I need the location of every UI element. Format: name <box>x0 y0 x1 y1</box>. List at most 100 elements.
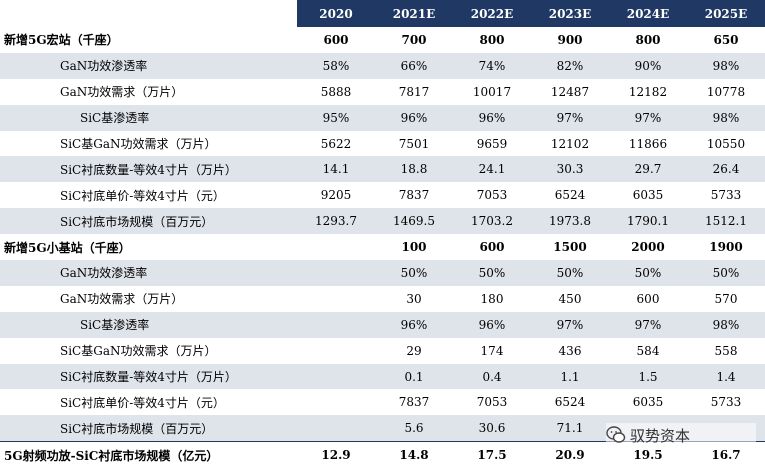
row-value: 82% <box>531 52 609 79</box>
header-year: 2020 <box>297 0 375 27</box>
table-row: GaN功效需求（万片） 5888 7817 10017 12487 12182 10778 <box>0 78 765 105</box>
row-value: 96% <box>375 104 453 131</box>
header-year: 2022E <box>453 0 531 27</box>
row-value: 436 <box>531 337 609 364</box>
table-row: 5G射频功放-SiC衬底市场规模（亿元） 12.9 14.8 17.5 20.9 19.5… <box>0 441 765 469</box>
row-value: 570 <box>687 285 765 312</box>
row-value: 58% <box>297 52 375 79</box>
row-label: 新增5G小基站（千座） <box>0 234 297 261</box>
row-label: GaN功效渗透率 <box>0 260 297 286</box>
row-value: 10017 <box>453 78 531 105</box>
row-label: GaN功效需求（万片） <box>0 285 297 312</box>
row-value: 700 <box>375 27 453 53</box>
row-value: 1.1 <box>531 363 609 390</box>
row-value <box>297 389 375 416</box>
row-label: SiC衬底市场规模（百万元） <box>0 208 297 235</box>
row-label: GaN功效需求（万片） <box>0 78 297 105</box>
row-value: 97% <box>609 104 687 131</box>
row-value: 558 <box>687 337 765 364</box>
row-value: 900 <box>531 27 609 53</box>
row-value: 12182 <box>609 78 687 105</box>
row-value: 17.5 <box>453 441 531 469</box>
row-value <box>297 311 375 338</box>
row-value: 1500 <box>531 234 609 261</box>
row-value: 450 <box>531 285 609 312</box>
row-value: 6035 <box>609 389 687 416</box>
row-value: 29.7 <box>609 156 687 183</box>
row-value: 24.1 <box>453 156 531 183</box>
watermark-text: 驭势资本 <box>630 426 691 445</box>
row-value: 1293.7 <box>297 208 375 235</box>
row-value: 30.6 <box>453 415 531 442</box>
table-row: SiC衬底单价-等效4寸片（元） 9205 7837 7053 6524 6035 5733 <box>0 182 765 209</box>
row-value: 66% <box>375 52 453 79</box>
table-row: SiC基GaN功效需求（万片） 5622 7501 9659 12102 11866 105… <box>0 130 765 157</box>
row-value: 50% <box>453 260 531 286</box>
header-year: 2025E <box>687 0 765 27</box>
row-label: SiC基GaN功效需求（万片） <box>0 337 297 364</box>
row-value: 97% <box>609 311 687 338</box>
row-value: 9205 <box>297 182 375 209</box>
row-value: 30.3 <box>531 156 609 183</box>
row-value: 98% <box>687 311 765 338</box>
header-row: 2020 2021E 2022E 2023E 2024E 2025E <box>0 0 765 27</box>
row-value: 9659 <box>453 130 531 157</box>
row-value: 100 <box>375 234 453 261</box>
row-label: SiC衬底数量-等效4寸片（万片） <box>0 363 297 390</box>
row-value: 1469.5 <box>375 208 453 235</box>
row-value: 0.1 <box>375 363 453 390</box>
row-value: 96% <box>453 311 531 338</box>
row-value: 7837 <box>375 389 453 416</box>
row-value: 50% <box>531 260 609 286</box>
row-value: 5733 <box>687 389 765 416</box>
wechat-icon <box>606 426 626 443</box>
table-row: SiC基GaN功效需求（万片） 29 174 436 584 558 <box>0 337 765 364</box>
row-value: 6524 <box>531 389 609 416</box>
row-value: 1703.2 <box>453 208 531 235</box>
row-value: 0.4 <box>453 363 531 390</box>
row-value: 10550 <box>687 130 765 157</box>
row-value: 180 <box>453 285 531 312</box>
row-label: SiC衬底数量-等效4寸片（万片） <box>0 156 297 183</box>
row-value: 96% <box>375 311 453 338</box>
row-value <box>297 415 375 442</box>
header-year: 2023E <box>531 0 609 27</box>
row-value: 7837 <box>375 182 453 209</box>
table-row: SiC衬底单价-等效4寸片（元） 7837 7053 6524 6035 5733 <box>0 389 765 416</box>
row-value: 1973.8 <box>531 208 609 235</box>
row-value: 650 <box>687 27 765 53</box>
row-label: 5G射频功放-SiC衬底市场规模（亿元） <box>0 441 297 469</box>
row-value: 7053 <box>453 389 531 416</box>
row-label: SiC基GaN功效需求（万片） <box>0 130 297 157</box>
row-value: 18.8 <box>375 156 453 183</box>
row-value: 50% <box>687 260 765 286</box>
table-row: GaN功效渗透率 58% 66% 74% 82% 90% 98% <box>0 52 765 79</box>
row-value <box>297 260 375 286</box>
row-value: 800 <box>609 27 687 53</box>
table-row: SiC基渗透率 96% 96% 97% 97% 98% <box>0 311 765 338</box>
row-value: 1512.1 <box>687 208 765 235</box>
row-value: 50% <box>375 260 453 286</box>
row-value: 12487 <box>531 78 609 105</box>
row-value: 95% <box>297 104 375 131</box>
row-label: SiC衬底单价-等效4寸片（元） <box>0 389 297 416</box>
table-row: SiC衬底数量-等效4寸片（万片） 0.1 0.4 1.1 1.5 1.4 <box>0 363 765 390</box>
header-year: 2024E <box>609 0 687 27</box>
row-value: 7053 <box>453 182 531 209</box>
row-value: 98% <box>687 104 765 131</box>
row-value: 7501 <box>375 130 453 157</box>
row-value: 6035 <box>609 182 687 209</box>
row-value: 1900 <box>687 234 765 261</box>
row-value: 30 <box>375 285 453 312</box>
table-row: GaN功效需求（万片） 30 180 450 600 570 <box>0 285 765 312</box>
row-value <box>297 234 375 261</box>
row-label: SiC衬底市场规模（百万元） <box>0 415 297 442</box>
row-value: 98% <box>687 52 765 79</box>
row-value: 5.6 <box>375 415 453 442</box>
row-value <box>297 363 375 390</box>
table-row: 新增5G小基站（千座） 100 600 1500 2000 1900 <box>0 234 765 261</box>
row-value: 90% <box>609 52 687 79</box>
header-year: 2021E <box>375 0 453 27</box>
row-value: 600 <box>453 234 531 261</box>
